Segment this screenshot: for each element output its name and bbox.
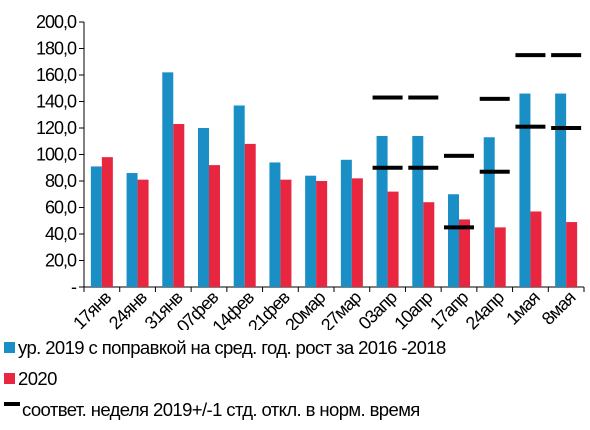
marker-lower-10апр: [408, 165, 439, 170]
marker-lower-1мая: [515, 124, 546, 129]
bar-2019-17апр: [448, 194, 459, 287]
bar-2020-10апр: [423, 202, 435, 287]
bar-2020-21фев: [280, 179, 292, 287]
legend-item-std: соответ. неделя 2019+/-1 стд. откл. в но…: [4, 394, 590, 425]
marker-upper-03апр: [372, 95, 403, 100]
bar-2019-24янв: [126, 173, 138, 287]
marker-upper-1мая: [515, 53, 546, 58]
bar-2020-17апр: [459, 219, 470, 287]
x-tick-label: 24янв: [105, 287, 151, 330]
y-axis: - 20,0 40,0 60,0 80,0 100,0 120,0 140,0 160,0 180…: [36, 12, 85, 297]
x-axis: 17янв24янв31янв07фев14фев21фев20мар27мар…: [69, 286, 585, 330]
bar-2019-14фев: [233, 105, 245, 287]
y-tick-label: 40,0: [45, 224, 77, 244]
bar-2019-24апр: [483, 137, 495, 287]
bar-2020-20мар: [316, 181, 328, 287]
bar-2020-1мая: [530, 211, 542, 287]
legend-swatch-2020: [4, 373, 15, 384]
chart: - 20,0 40,0 60,0 80,0 100,0 120,0 140,0 160,0 180…: [36, 12, 585, 330]
x-tick-label: 8мая: [538, 288, 579, 329]
legend: ур. 2019 с поправкой на сред. год. рост …: [4, 332, 590, 425]
marker-upper-8мая: [551, 53, 582, 58]
bar-2020-31янв: [173, 124, 185, 288]
bar-2019-07фев: [198, 128, 209, 287]
bar-2020-17янв: [101, 157, 113, 287]
marker-upper-10апр: [408, 95, 439, 100]
y-tick-label: 100,0: [36, 145, 77, 165]
bar-2019-17янв: [90, 166, 102, 287]
bar-2020-24апр: [494, 227, 506, 287]
bar-2020-03апр: [387, 191, 399, 287]
marker-lower-03апр: [372, 165, 403, 170]
y-tick-label: 120,0: [36, 118, 77, 138]
bar-2019-31янв: [162, 72, 174, 287]
x-tick-label: 17янв: [69, 287, 115, 330]
legend-swatch-2019: [4, 342, 15, 353]
legend-label-2020: 2020: [18, 367, 57, 389]
marker-lower-24апр: [479, 169, 510, 174]
y-tick-label: -: [71, 277, 77, 297]
legend-item-2020: 2020: [4, 363, 590, 394]
y-tick-label: 200,0: [36, 12, 77, 32]
y-tick-label: 80,0: [45, 171, 77, 191]
x-tick-label: 24апр: [462, 287, 509, 330]
bar-2020-8мая: [566, 222, 578, 287]
legend-label-2019: ур. 2019 с поправкой на сред. год. рост …: [18, 336, 446, 358]
legend-swatch-std: [4, 401, 20, 406]
marker-lower-8мая: [551, 126, 582, 130]
y-tick-label: 140,0: [36, 92, 77, 112]
bar-2019-1мая: [519, 93, 531, 287]
bar-2019-20мар: [305, 175, 317, 287]
bar-2020-24янв: [137, 179, 149, 287]
bar-2019-10апр: [412, 135, 424, 287]
marker-lower-17апр: [444, 225, 474, 230]
bar-2020-27мар: [351, 178, 363, 287]
bars: [90, 72, 578, 288]
y-tick-label: 60,0: [45, 198, 77, 218]
bar-2020-07фев: [209, 165, 220, 287]
bar-2020-14фев: [244, 143, 256, 287]
bar-2019-03апр: [376, 135, 388, 287]
marker-upper-24апр: [479, 96, 510, 101]
marker-upper-17апр: [444, 153, 474, 158]
y-tick-label: 20,0: [45, 251, 77, 271]
bar-2019-27мар: [340, 159, 352, 287]
bar-2019-21фев: [269, 162, 281, 287]
bar-2019-8мая: [555, 93, 567, 287]
y-tick-label: 180,0: [36, 39, 77, 59]
legend-label-std: соответ. неделя 2019+/-1 стд. откл. в но…: [22, 398, 420, 420]
legend-item-2019: ур. 2019 с поправкой на сред. год. рост …: [4, 332, 590, 363]
y-tick-label: 160,0: [36, 65, 77, 85]
std-markers: [372, 53, 582, 230]
x-tick-label: 1мая: [502, 288, 543, 329]
